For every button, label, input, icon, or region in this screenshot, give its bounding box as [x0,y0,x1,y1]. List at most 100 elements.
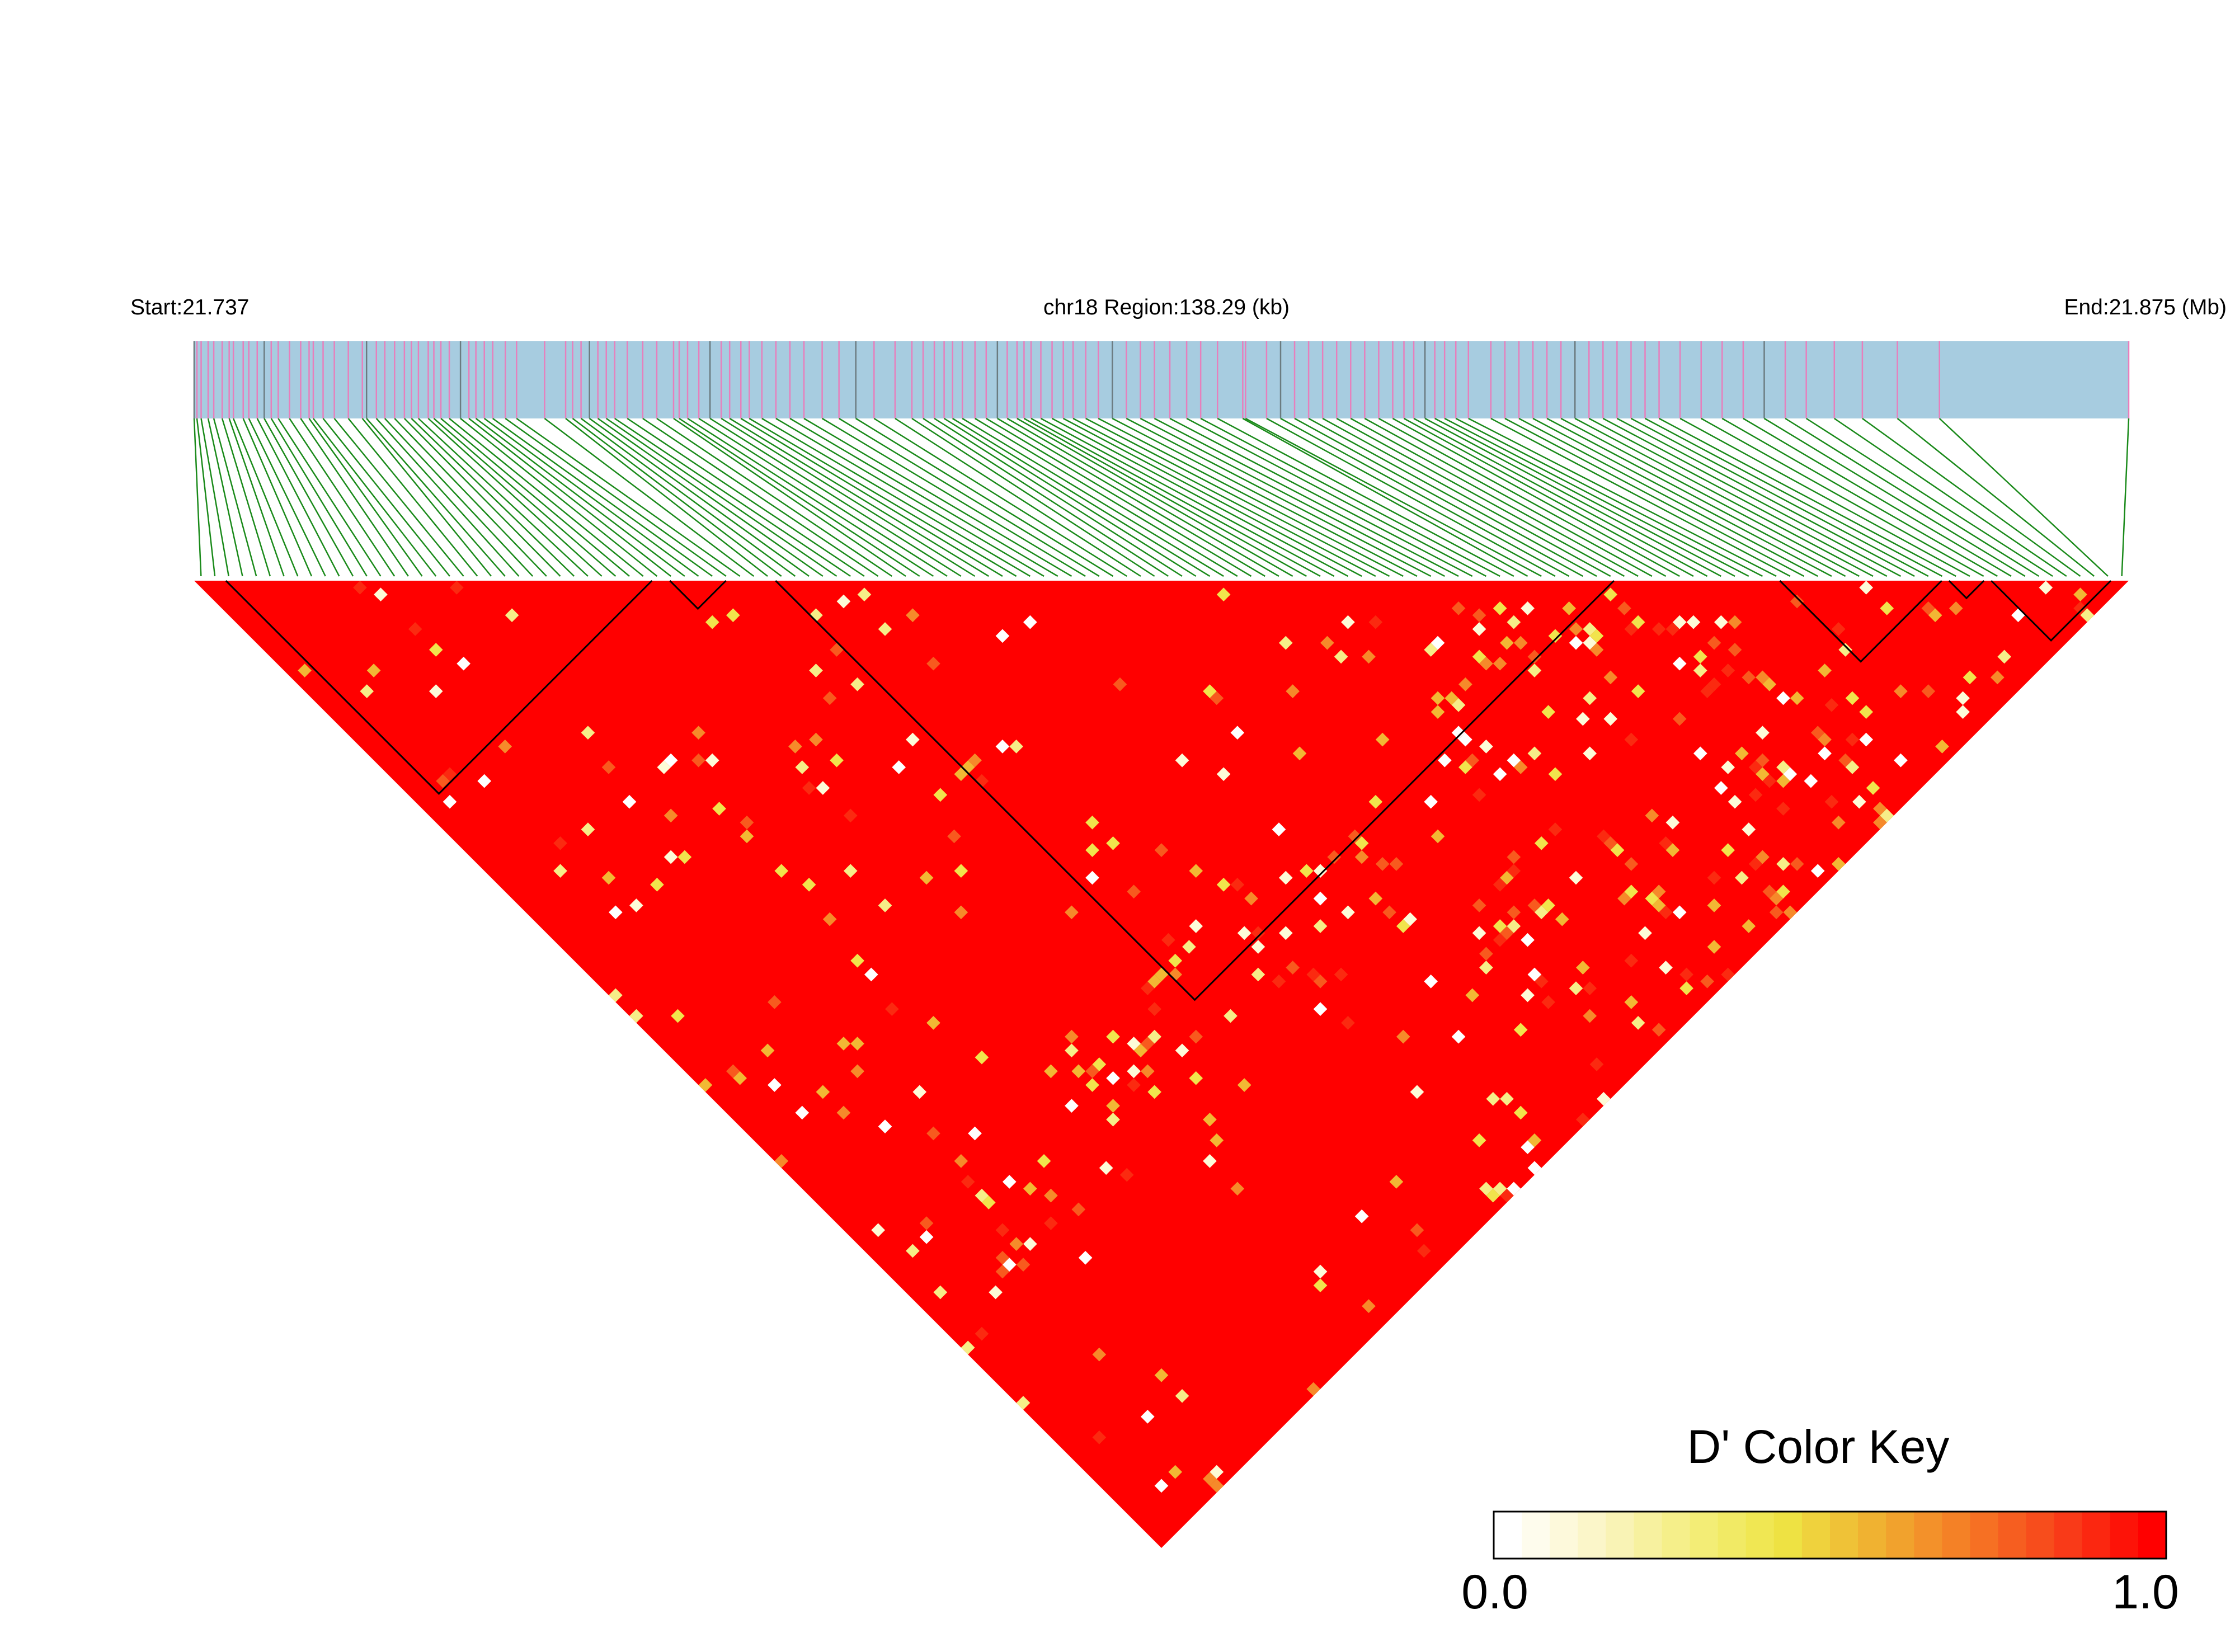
ld-cell [1541,898,1555,912]
ld-cell [1451,601,1466,615]
ld-cell [1776,857,1790,871]
ld-cell [1078,1250,1093,1265]
ld-cell [1589,643,1604,657]
ld-cell [774,864,789,878]
ld-cell [1728,615,1742,629]
ld-cell [1023,1237,1037,1251]
ld-cell [1313,1264,1328,1279]
ld-cell [1707,870,1721,885]
ld-cell [1140,981,1155,995]
ld-cell [1375,732,1390,747]
ld-cell [926,1126,940,1141]
snp-connector [1336,417,1625,577]
ld-cell [298,663,312,677]
snp-connector [289,418,396,577]
snp-connector [322,418,450,577]
snp-connector [1266,417,1556,577]
ld-cell [1645,891,1659,906]
snp-connector [1763,417,2026,577]
ld-cell [1790,691,1804,705]
ld-cell [1500,1091,1514,1106]
color-key-swatch [1970,1512,1999,1559]
snp-connector [1743,417,2012,577]
ld-cell [429,684,443,698]
ld-cell [1092,1430,1107,1444]
ld-cell [1935,740,1949,754]
ld-cell [1672,656,1687,671]
ld-cell [1161,933,1175,947]
ld-cell [1866,781,1880,795]
snp-connector [572,418,782,577]
snp-connector [1490,417,1791,577]
ld-cell [1838,753,1852,768]
ld-cell [850,1037,864,1051]
ld-cell [1168,1465,1183,1479]
ld-cell [1016,1258,1031,1272]
snp-connector [789,417,1058,577]
color-key-swatch [1942,1512,1971,1559]
ld-cell [1672,615,1687,629]
ld-cell [705,615,719,629]
ld-cell [1638,926,1652,940]
snp-connector [687,417,934,577]
snp-connector [440,418,630,577]
snp-position-track [193,341,2130,418]
end-position-label: End:21.875 (Mb) [2064,295,2227,319]
ld-cell [878,622,892,636]
ld-cell [366,663,381,677]
ld-cell [1210,1133,1224,1147]
ld-cell [1583,636,1597,650]
snp-connector [1006,417,1279,577]
ld-cell [1541,995,1555,1009]
ld-cell [1403,912,1417,926]
color-key-swatch [2054,1512,2083,1559]
ld-cell [1631,1016,1645,1030]
ld-cell [2011,608,2025,623]
snp-connector [375,418,520,577]
ld-cell [1127,1037,1141,1051]
ld-cell [1472,788,1486,802]
ld-cell [1368,891,1383,906]
ld-cell [1534,836,1549,850]
ld-cell [1894,684,1908,698]
ld-cell [816,1085,830,1099]
ld-cell [774,1154,789,1168]
snp-connector [934,417,1183,577]
snp-connector [1023,417,1307,577]
ld-block-outlines [225,580,2112,1001]
ld-cell [1127,1078,1141,1092]
ld-cell [1313,919,1328,933]
snp-connector [614,417,851,577]
ld-cell [664,808,678,823]
ld-cell [1002,1258,1017,1272]
ld-cell [954,1154,968,1168]
ld-cell [629,1009,643,1023]
snp-connector [1721,417,1998,577]
ld-cell [1783,767,1798,782]
ld-cell [1106,1071,1120,1085]
snp-connector [333,418,464,577]
ld-cell [601,760,616,774]
snp-connector [923,417,1169,577]
snp-connector [366,418,506,577]
ld-cell [1189,1071,1203,1085]
ld-cell [1486,1188,1500,1203]
ld-cell [1216,587,1231,602]
snp-connector [1364,417,1653,577]
snp-connector [228,418,285,577]
ld-cell [1721,760,1735,774]
ld-cell [1507,905,1521,920]
ld-cell [353,581,367,595]
snp-connector [1444,417,1749,577]
ld-cell [864,967,878,982]
ld-cell [1665,622,1680,636]
snp-connector [1434,417,1735,577]
snp-connector [911,417,1155,577]
ld-cell [1963,670,1977,685]
ld-cell [1838,643,1852,657]
ld-cell [968,753,982,768]
ld-cell [1810,864,1825,878]
ld-cell [1603,836,1618,850]
ld-cell [878,898,892,912]
ld-cell [912,1085,927,1099]
